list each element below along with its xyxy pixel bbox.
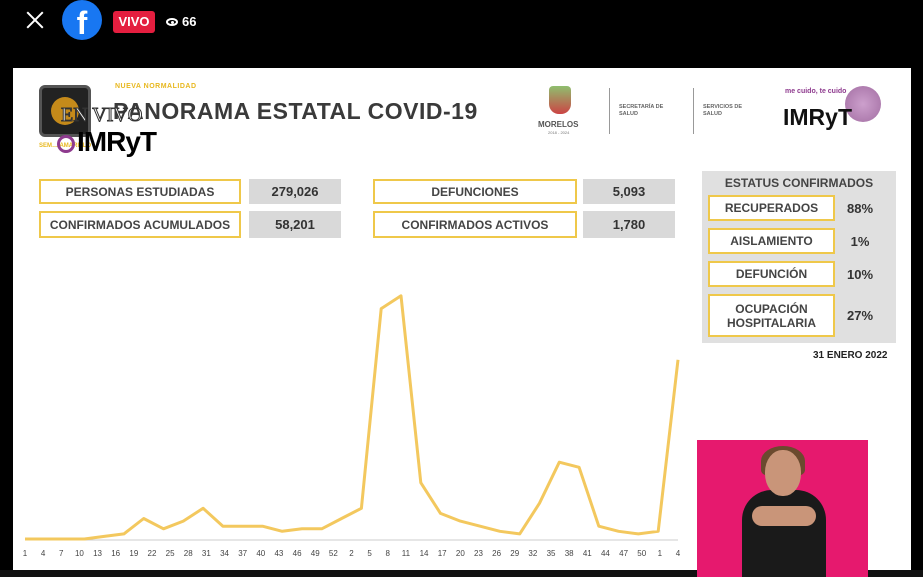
- interpreter-hands: [752, 506, 816, 526]
- x-tick-label: 49: [311, 549, 320, 558]
- x-tick-label: 5: [367, 549, 372, 558]
- slide-bottom-edge: [0, 570, 923, 577]
- stat-label-confirmados: CONFIRMADOS ACUMULADOS: [39, 211, 241, 238]
- x-tick-label: 16: [111, 549, 120, 558]
- x-tick-label: 1: [658, 549, 663, 558]
- stat-value-activos: 1,780: [583, 211, 675, 238]
- secretaria-label: SECRETARÍA DE SALUD: [619, 104, 664, 117]
- status-label-recuperados: RECUPERADOS: [708, 195, 835, 221]
- x-tick-label: 40: [256, 549, 265, 558]
- report-date: 31 ENERO 2022: [813, 350, 888, 361]
- facebook-top-bar: f VIVO 66: [0, 0, 923, 58]
- x-tick-label: 44: [601, 549, 610, 558]
- viewer-count: 66: [166, 13, 196, 31]
- x-tick-label: 47: [619, 549, 628, 558]
- mecuido-label: me cuido, te cuido: [785, 88, 847, 95]
- sign-language-interpreter: [697, 440, 868, 577]
- x-tick-label: 19: [129, 549, 138, 558]
- x-tick-label: 14: [420, 549, 429, 558]
- interpreter-head: [765, 450, 801, 496]
- x-tick-label: 17: [438, 549, 447, 558]
- status-pct-aislamiento: 1%: [850, 233, 870, 249]
- morelos-years: 2018 - 2024: [548, 130, 570, 135]
- status-pct-hospitalaria: 27%: [846, 308, 874, 323]
- status-pct-defuncion: 10%: [846, 266, 874, 282]
- x-tick-label: 11: [402, 549, 411, 558]
- x-tick-label: 52: [329, 549, 338, 558]
- x-tick-label: 26: [492, 549, 501, 558]
- x-tick-label: 4: [41, 549, 46, 558]
- imryt-mark-icon: [57, 135, 75, 153]
- x-tick-label: 20: [456, 549, 465, 558]
- x-tick-label: 23: [474, 549, 483, 558]
- status-panel: ESTATUS CONFIRMADOS RECUPERADOS 88% AISL…: [702, 171, 896, 343]
- x-tick-label: 35: [547, 549, 556, 558]
- nueva-normalidad-label: NUEVA NORMALIDAD: [115, 83, 197, 90]
- status-label-defuncion: DEFUNCIÓN: [708, 261, 835, 287]
- covid-slide: NUEVA NORMALIDAD SEM… AMARILLO PANORAMA …: [13, 68, 911, 570]
- x-tick-label: 50: [637, 549, 646, 558]
- morelos-label: MORELOS: [538, 120, 579, 129]
- divider: [609, 88, 610, 134]
- x-tick-label: 28: [184, 549, 193, 558]
- x-tick-label: 1: [23, 549, 28, 558]
- imryt-watermark-text: IMRyT: [77, 126, 157, 157]
- x-tick-label: 7: [59, 549, 64, 558]
- stat-label-personas: PERSONAS ESTUDIADAS: [39, 179, 241, 204]
- stat-label-defunciones: DEFUNCIONES: [373, 179, 577, 204]
- imryt-logo: IMRyT: [783, 104, 852, 130]
- viewer-count-value: 66: [182, 14, 197, 29]
- x-tick-label: 22: [148, 549, 157, 558]
- x-tick-label: 10: [75, 549, 84, 558]
- status-title: ESTATUS CONFIRMADOS: [724, 176, 874, 190]
- nueva-normalidad-logo-icon: [39, 85, 91, 137]
- interpreter-body: [742, 490, 826, 577]
- x-tick-label: 43: [274, 549, 283, 558]
- envivo-overlay: EN VIVO: [60, 104, 143, 127]
- stat-value-defunciones: 5,093: [583, 179, 675, 204]
- imryt-watermark: IMRyT: [57, 126, 157, 158]
- close-icon[interactable]: [24, 9, 46, 31]
- x-tick-label: 38: [565, 549, 574, 558]
- cases-line-chart: 1 4 7 10 13 16 19 22 25 28 31 34 37 40 43 46 49 52 2 5 8 11 14…: [23, 294, 681, 558]
- divider: [693, 88, 694, 134]
- x-tick-label: 13: [93, 549, 102, 558]
- x-tick-label: 2: [349, 549, 354, 558]
- status-label-aislamiento: AISLAMIENTO: [708, 228, 835, 254]
- stat-value-confirmados: 58,201: [249, 211, 341, 238]
- x-tick-label: 32: [528, 549, 537, 558]
- x-tick-label: 25: [166, 549, 175, 558]
- facebook-logo-icon[interactable]: f: [62, 0, 102, 40]
- x-tick-label: 46: [293, 549, 302, 558]
- x-tick-label: 8: [386, 549, 391, 558]
- status-pct-recuperados: 88%: [846, 200, 874, 216]
- x-tick-label: 29: [510, 549, 519, 558]
- flower-logo-icon: [845, 86, 881, 122]
- servicios-label: SERVICIOS DE SALUD: [703, 104, 743, 117]
- status-label-hospitalaria: OCUPACIÓN HOSPITALARIA: [708, 294, 835, 337]
- x-tick-label: 4: [676, 549, 681, 558]
- x-tick-label: 31: [202, 549, 211, 558]
- stat-label-activos: CONFIRMADOS ACTIVOS: [373, 211, 577, 238]
- x-tick-label: 34: [220, 549, 229, 558]
- morelos-emblem-icon: [549, 86, 571, 114]
- page-title: PANORAMA ESTATAL COVID-19: [113, 98, 478, 124]
- live-badge: VIVO: [113, 11, 155, 33]
- series-line: [25, 294, 680, 541]
- x-tick-label: 41: [583, 549, 592, 558]
- eye-icon: [166, 18, 178, 26]
- stat-value-personas: 279,026: [249, 179, 341, 204]
- x-tick-label: 37: [238, 549, 247, 558]
